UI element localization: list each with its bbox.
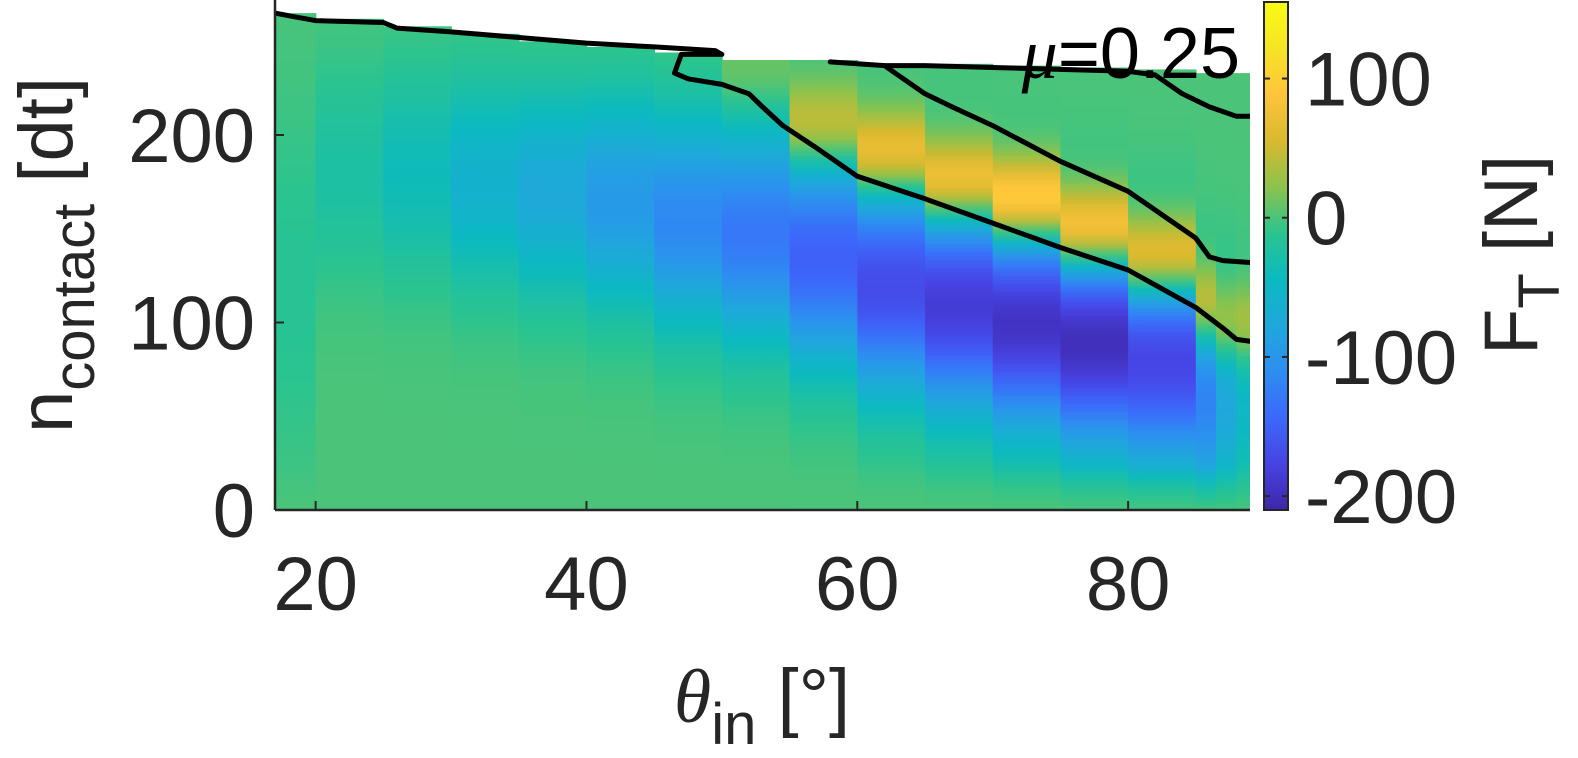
heatmap-column	[721, 60, 791, 510]
heatmap-column	[518, 41, 588, 510]
colorbar-label: FT [N]	[1469, 155, 1572, 355]
x-axis-unit: [°]	[756, 654, 850, 739]
colorbar-ticks: -200 -100 0 100	[1264, 38, 1457, 540]
colorbar-tick-label: -100	[1305, 316, 1457, 401]
heatmap-cells	[275, 13, 1250, 510]
colorbar-gradient	[1263, 1, 1289, 511]
colorbar: -200 -100 0 100 FT [N]	[1263, 1, 1572, 540]
contour-line-upper-right	[827, 59, 1250, 119]
heatmap-column	[315, 18, 385, 510]
contour-lines	[275, 10, 1250, 344]
heatmap-column	[586, 46, 655, 510]
annotation-mu: μ=0.25	[1021, 14, 1240, 94]
axes	[273, 0, 1250, 512]
colorbar-tick-label: 0	[1305, 177, 1347, 262]
y-axis-subscript: contact	[42, 204, 107, 391]
heatmap-column	[1195, 73, 1217, 510]
y-tick-label: 200	[128, 94, 255, 179]
x-tick-label: 20	[273, 542, 358, 627]
x-axis-label: θin [°]	[674, 654, 850, 757]
heatmap-column	[1236, 73, 1250, 510]
colorbar-tick-label: -200	[1305, 455, 1457, 540]
colorbar-tick-label: 100	[1305, 38, 1432, 123]
x-tick-label: 40	[544, 542, 629, 627]
annotation-symbol: μ	[1021, 14, 1058, 94]
y-axis-unit: [dt]	[4, 77, 89, 204]
heatmap-column	[451, 33, 520, 510]
y-axis-label: ncontact [dt]	[4, 77, 107, 433]
colorbar-symbol: F	[1469, 309, 1554, 355]
heatmap-column	[992, 65, 1062, 510]
heatmap-column	[654, 52, 723, 510]
y-tick-label: 0	[213, 469, 255, 554]
x-axis-subscript: in	[711, 692, 756, 757]
heatmap-column	[789, 60, 859, 510]
y-tick-label: 100	[128, 282, 255, 367]
heatmap-column	[925, 63, 994, 510]
colorbar-subscript: T	[1507, 273, 1572, 308]
heatmap-column	[383, 26, 452, 510]
y-axis-symbol: n	[4, 391, 89, 433]
colorbar-unit: [N]	[1469, 155, 1554, 273]
y-axis-ticks: 0 100 200	[128, 94, 284, 554]
x-tick-label: 60	[815, 542, 900, 627]
contour-line-upper-left	[275, 10, 1250, 344]
heatmap-column	[857, 63, 926, 510]
plot-area	[275, 10, 1250, 510]
heatmap-column	[1060, 67, 1129, 510]
x-tick-label: 80	[1086, 542, 1171, 627]
contour-line-middle	[881, 63, 1250, 265]
annotation-value: =0.25	[1058, 14, 1240, 94]
x-axis-ticks: 20 40 60 80	[273, 501, 1170, 627]
heatmap-column	[1216, 73, 1238, 510]
x-axis-symbol: θ	[674, 655, 711, 739]
heatmap-column	[275, 13, 317, 510]
